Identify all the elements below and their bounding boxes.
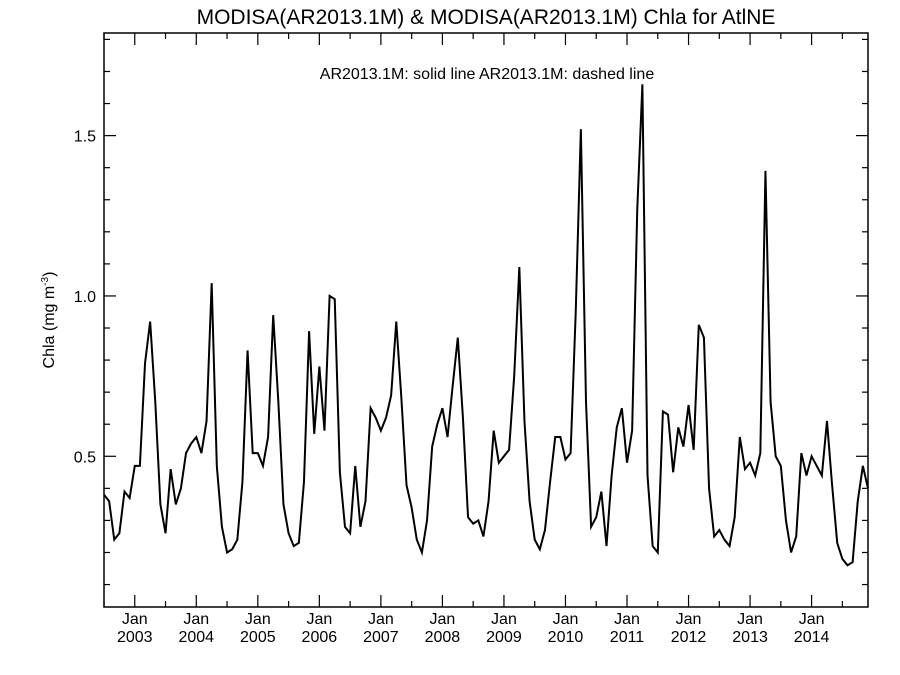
x-tick-year-label: 2013	[732, 629, 768, 646]
x-tick-month-label: Jan	[676, 611, 702, 628]
plot-frame	[103, 32, 869, 608]
y-tick-label: 1.0	[74, 289, 96, 306]
y-tick-label: 1.5	[74, 129, 96, 146]
x-tick-year-label: 2005	[240, 629, 276, 646]
x-tick-year-label: 2007	[363, 629, 399, 646]
x-tick-year-label: 2010	[548, 629, 584, 646]
x-tick-month-label: Jan	[737, 611, 763, 628]
x-tick-year-label: 2011	[610, 629, 645, 646]
legend-text: AR2013.1M: solid line AR2013.1M: dashed …	[320, 66, 655, 83]
x-tick-year-label: 2006	[302, 629, 338, 646]
x-tick-year-label: 2004	[178, 629, 214, 646]
y-axis-label: Chla (mg m-3)	[40, 272, 58, 369]
x-tick-month-label: Jan	[245, 611, 271, 628]
x-tick-month-label: Jan	[614, 611, 640, 628]
axes-layer: 0.51.01.5Jan2003Jan2004Jan2005Jan2006Jan…	[74, 33, 868, 646]
chart-title: MODISA(AR2013.1M) & MODISA(AR2013.1M) Ch…	[197, 6, 776, 29]
x-tick-year-label: 2009	[486, 629, 522, 646]
y-axis-label-main: Chla (mg m	[41, 286, 58, 369]
x-tick-year-label: 2014	[794, 629, 830, 646]
x-tick-year-label: 2012	[671, 629, 707, 646]
x-tick-year-label: 2008	[425, 629, 461, 646]
x-tick-month-label: Jan	[553, 611, 579, 628]
series-layer	[103, 84, 869, 567]
x-tick-month-label: Jan	[430, 611, 456, 628]
x-tick-month-label: Jan	[122, 611, 148, 628]
x-tick-month-label: Jan	[183, 611, 209, 628]
y-tick-label: 0.5	[74, 449, 96, 466]
x-tick-month-label: Jan	[306, 611, 332, 628]
series-line-solid	[103, 84, 869, 567]
x-tick-month-label: Jan	[491, 611, 517, 628]
y-axis-label-superscript: -3	[40, 276, 51, 285]
x-tick-year-label: 2003	[117, 629, 153, 646]
x-tick-month-label: Jan	[368, 611, 394, 628]
x-tick-month-label: Jan	[799, 611, 825, 628]
y-axis-label-close: )	[41, 272, 58, 277]
